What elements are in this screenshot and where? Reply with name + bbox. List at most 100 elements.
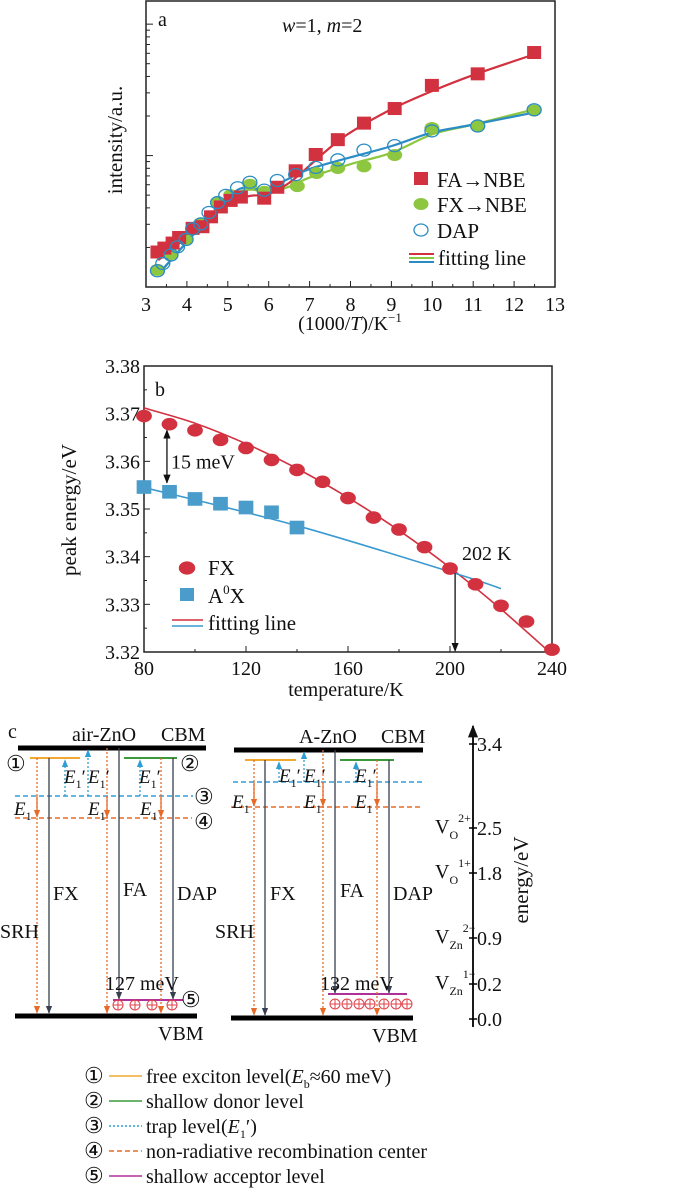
y-tick-label: 3.38: [105, 356, 140, 378]
acceptor-energy-label: 127 meV: [105, 973, 179, 995]
right-band-diagram: A-ZnO CBM VBM FX FA DAP SRH 132 meV: [215, 726, 433, 1047]
data-point-filled-circle: [544, 643, 560, 656]
defect-label: VZn2−: [435, 921, 476, 952]
dap-label: DAP: [393, 883, 433, 905]
plot-frame: [143, 365, 553, 653]
acceptor-energy-label: 132 meV: [320, 973, 394, 995]
legend-text: shallow acceptor level: [146, 1166, 325, 1188]
hole-plus-icon: [354, 999, 364, 1009]
x-tick-label: 4: [182, 294, 192, 316]
data-point-filled-circle: [187, 424, 203, 437]
data-point-open-circle: [269, 173, 285, 188]
data-point-filled-circle: [289, 463, 305, 477]
data-point-filled-circle: [340, 491, 356, 505]
cbm-label: CBM: [381, 726, 426, 748]
defect-sub: O: [449, 828, 458, 842]
e1-prime-label: E1′: [354, 766, 377, 790]
e-prime: ′: [297, 766, 301, 787]
crossover-annotation: 202 K: [462, 543, 512, 565]
data-point-open-circle: [229, 181, 246, 195]
x-tick-label: 6: [264, 294, 274, 316]
e-var: E: [303, 766, 316, 787]
data-point-open-circle: [155, 256, 171, 271]
dap-label: DAP: [177, 883, 217, 905]
data-point-filled-circle: [518, 615, 535, 628]
data-point-filled-circle: [238, 441, 254, 455]
legend-text: free exciton level(Eb≈60 meV): [146, 1066, 391, 1091]
defect-base: V: [435, 926, 450, 948]
x-tick-label: 160: [333, 658, 363, 680]
defect-label: VO2+: [435, 811, 471, 842]
legend-marker: [414, 172, 428, 185]
data-point-filled-circle: [136, 409, 152, 423]
x-tick-label: 240: [537, 658, 567, 680]
e1-prime-label: E1′: [138, 767, 161, 791]
data-point-filled-circle: [356, 160, 372, 173]
x-tick-label: 7: [305, 294, 315, 316]
hole-plus-icon: [391, 999, 401, 1009]
data-point-square: [308, 148, 323, 162]
defect-base: V: [435, 972, 450, 994]
hole-plus-icon: [130, 1000, 140, 1010]
data-point-filled-circle: [424, 122, 440, 135]
legend-label: fitting line: [208, 611, 296, 635]
hole-plus-icon: [113, 1000, 123, 1010]
gap-annotation: 15 meV: [171, 451, 235, 473]
data-point-open-circle: [149, 264, 166, 278]
legend-marker: [413, 198, 429, 210]
legend-text-main: trap level(: [146, 1116, 228, 1138]
plot-frame: [145, 0, 556, 288]
energy-tick-label: 2.5: [477, 818, 502, 840]
legend-text-main: shallow acceptor level: [146, 1166, 325, 1188]
x-tick-label: 12: [504, 294, 524, 316]
data-point-open-circle: [526, 103, 542, 117]
e1-label: E1: [87, 799, 106, 823]
legend-marker: [413, 223, 429, 237]
level-marker: ②: [180, 751, 200, 776]
hole-plus-icon: [402, 999, 412, 1009]
legend-text-main: shallow donor level: [146, 1091, 304, 1113]
data-point-square: [162, 484, 177, 499]
e-sub: 1: [316, 802, 322, 816]
defect-sub: O: [449, 873, 458, 887]
e-sub: 1: [26, 809, 32, 823]
legend-marker: ④: [84, 1138, 104, 1163]
x-label-pre: (1000/: [298, 313, 351, 335]
panel-a-intensity-chart: 3 4 5 6 7 8 9 10 11 12 13 a w=1, m=2 intensity/a.u. (1…: [103, 0, 565, 335]
data-point-square: [356, 116, 371, 130]
legend-label: A0X: [208, 582, 245, 608]
energy-tick-label: 1.8: [477, 863, 502, 885]
y-tick-label: 3.33: [105, 594, 140, 616]
data-point-open-circle: [218, 188, 234, 203]
x-axis-label: (1000/T)/K−1: [298, 310, 402, 335]
e-var: E: [354, 792, 367, 813]
fx-label: FX: [270, 883, 296, 905]
data-point-open-circle: [330, 153, 346, 167]
val-w: =1,: [295, 15, 326, 37]
e-sub: 1: [100, 809, 106, 823]
defect-sup: 2−: [463, 921, 476, 935]
legend-text: shallow donor level: [146, 1091, 304, 1113]
defect-sub: Zn: [449, 984, 462, 998]
level-marker: ①: [6, 751, 26, 776]
var-m: m: [327, 15, 341, 37]
hole-plus-icon: [167, 1000, 177, 1010]
data-point-filled-circle: [263, 453, 280, 467]
legend-marker: [180, 588, 194, 601]
legend-text-var: E: [290, 1066, 303, 1088]
data-point-square: [527, 46, 542, 60]
defect-sup: 2+: [458, 811, 471, 825]
e-sub: 1: [316, 776, 322, 790]
panel-b-peak-energy-chart: 80 120 160 200 240 3.32 3.33 3.34 3.35 3.36 3.37 3.…: [57, 356, 567, 701]
legend-marker: ②: [84, 1088, 104, 1113]
data-point-filled-circle: [442, 562, 458, 575]
x-tick-label: 9: [386, 294, 396, 316]
y-tick-label: 3.32: [105, 642, 140, 664]
data-point-open-circle: [201, 205, 217, 220]
legend-label: FA→NBE: [437, 168, 525, 192]
e-var: E: [63, 767, 76, 788]
panel-label: c: [8, 721, 17, 743]
e-sub: 1: [100, 777, 106, 791]
